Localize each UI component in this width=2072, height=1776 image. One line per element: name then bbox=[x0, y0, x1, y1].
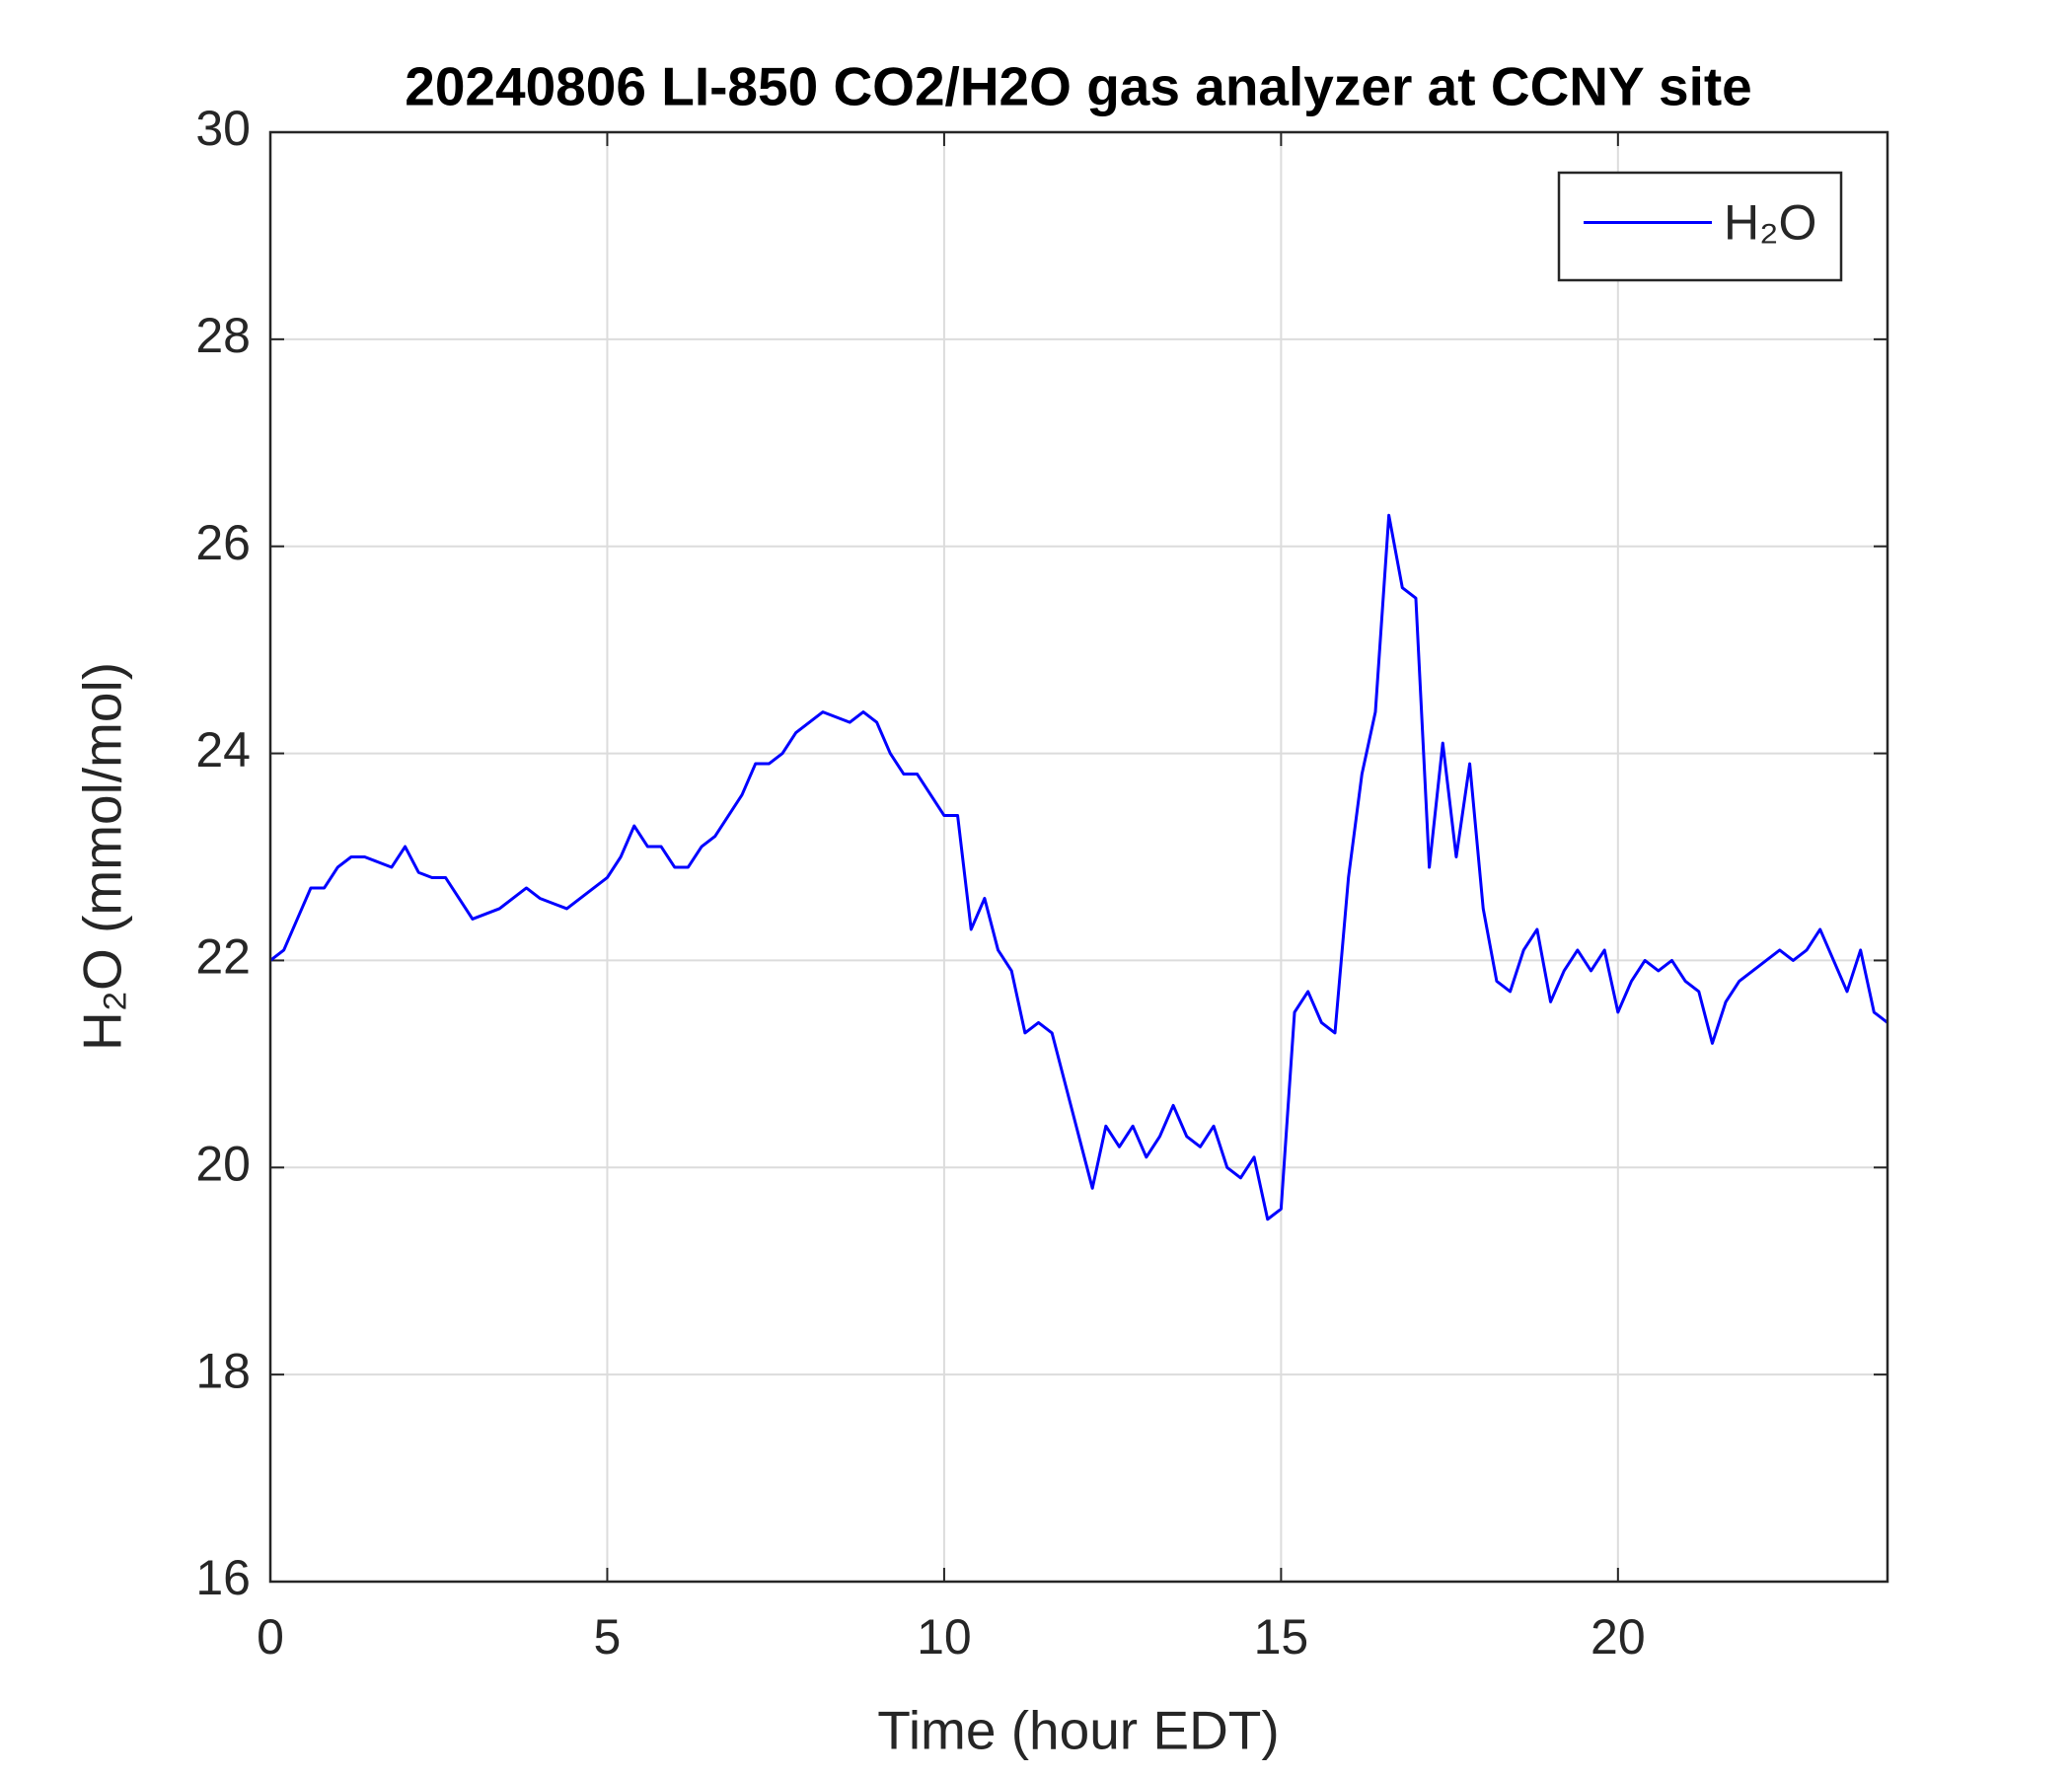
plot-frame bbox=[268, 130, 1889, 1584]
data-line bbox=[269, 513, 1888, 1221]
x-tick-label: 10 bbox=[917, 1609, 972, 1665]
y-tick-label: 18 bbox=[195, 1343, 251, 1398]
x-tick-label: 20 bbox=[1591, 1609, 1646, 1665]
x-tick-label: 15 bbox=[1254, 1609, 1309, 1665]
y-tick-label: 28 bbox=[195, 308, 251, 363]
legend-label: H₂O bbox=[1724, 195, 1816, 251]
y-tick-label: 24 bbox=[195, 722, 251, 777]
x-axis-label: Time (hour EDT) bbox=[877, 1700, 1279, 1761]
y-tick-label: 26 bbox=[195, 515, 251, 570]
chart-title: 20240806 LI-850 CO2/H2O gas analyzer at … bbox=[405, 56, 1752, 117]
legend-box bbox=[1557, 171, 1843, 282]
x-tick-label: 0 bbox=[257, 1609, 284, 1665]
y-tick-label: 16 bbox=[195, 1550, 251, 1605]
x-tick-label: 5 bbox=[594, 1609, 622, 1665]
y-tick-label: 30 bbox=[195, 101, 251, 156]
y-tick-label: 20 bbox=[195, 1136, 251, 1191]
y-axis-label: H₂O (mmol/mol) bbox=[72, 662, 133, 1051]
y-tick-label: 22 bbox=[195, 929, 251, 985]
